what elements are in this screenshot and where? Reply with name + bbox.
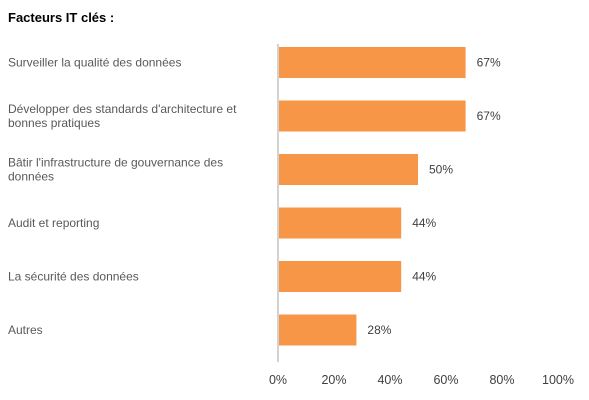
category-label: Surveiller la qualité des données [8, 56, 181, 70]
category-label: Audit et reporting [8, 216, 99, 230]
bars [279, 47, 466, 346]
category-label: Bâtir l'infrastructure de gouvernance de… [8, 156, 223, 170]
category-label: Développer des standards d'architecture … [8, 102, 237, 116]
chart-title: Facteurs IT clés : [8, 10, 114, 25]
value-label: 50% [429, 163, 453, 177]
value-label: 67% [477, 56, 501, 70]
x-tick-label: 40% [377, 373, 402, 387]
category-label: bonnes pratiques [8, 116, 100, 130]
category-label: La sécurité des données [8, 270, 139, 284]
x-axis-ticks: 0% 20% 40% 60% 80% 100% [269, 373, 574, 387]
bar [279, 100, 466, 132]
bar [279, 207, 402, 239]
bar [279, 314, 357, 346]
bar [279, 154, 418, 185]
category-labels: Surveiller la qualité des données Dévelop… [8, 56, 237, 338]
x-tick-label: 20% [321, 373, 346, 387]
bar [279, 47, 466, 78]
value-label: 44% [412, 216, 436, 230]
value-label: 44% [412, 270, 436, 284]
category-label: données [8, 170, 54, 184]
value-labels: 67% 67% 50% 44% 44% 28% [367, 56, 501, 338]
x-tick-label: 100% [542, 373, 574, 387]
x-tick-label: 60% [433, 373, 458, 387]
value-label: 28% [367, 323, 391, 337]
bar [279, 261, 402, 292]
x-tick-label: 80% [489, 373, 514, 387]
x-tick-label: 0% [269, 373, 287, 387]
category-label: Autres [8, 323, 43, 337]
value-label: 67% [477, 109, 501, 123]
